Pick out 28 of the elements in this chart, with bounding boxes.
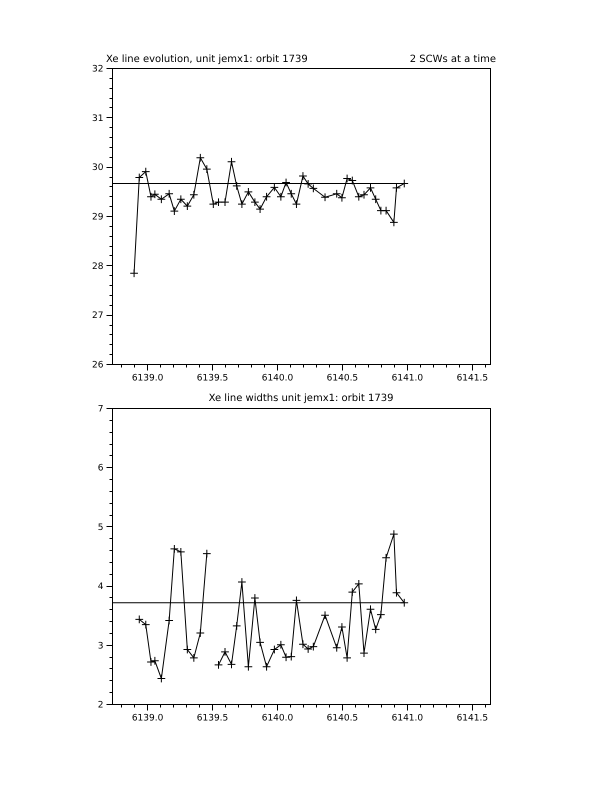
y-tick-label: 4 [98, 582, 104, 592]
x-tick-label: 6141.5 [456, 374, 488, 384]
y-tick-label: 31 [92, 114, 104, 124]
text: 2 SCWs at a time [410, 54, 496, 65]
x-tick-label: 6140.0 [262, 374, 294, 384]
y-tick-label: 32 [92, 64, 104, 74]
y-tick-label: 27 [92, 311, 104, 322]
x-tick-label: 6141.5 [456, 714, 488, 724]
x-tick-label: 6139.5 [196, 714, 228, 724]
x-tick-label: 6139.0 [132, 374, 164, 384]
y-tick-label: 29 [92, 212, 104, 222]
y-tick-label: 7 [98, 404, 104, 414]
y-tick-label: 6 [98, 464, 104, 474]
x-tick-label: 6139.5 [196, 374, 228, 384]
chart-title: Xe line evolution, unit jemx1: orbit 1739 [106, 54, 308, 65]
x-tick-label: 6139.0 [132, 714, 164, 724]
y-tick-label: 2 [98, 700, 104, 710]
x-tick-label: 6140.5 [326, 374, 358, 384]
x-tick-label: 6140.5 [326, 714, 358, 724]
y-tick-label: 5 [98, 522, 104, 533]
x-tick-label: 6141.0 [392, 714, 424, 724]
y-tick-label: 30 [92, 163, 104, 174]
y-tick-label: 26 [92, 360, 104, 370]
y-tick-label: 28 [92, 262, 104, 272]
x-tick-label: 6140.0 [262, 714, 294, 724]
x-tick-label: 6141.0 [392, 374, 424, 384]
y-tick-label: 3 [98, 641, 104, 652]
chart-title: Xe line widths unit jemx1: orbit 1739 [208, 393, 394, 404]
